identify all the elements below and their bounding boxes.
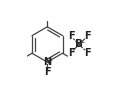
Text: +: + (46, 58, 52, 64)
Text: F: F (68, 31, 74, 41)
Text: F: F (84, 48, 91, 58)
Text: N: N (43, 57, 51, 67)
Text: F: F (68, 48, 74, 58)
Text: −: − (80, 39, 85, 44)
Text: F: F (44, 67, 51, 77)
Text: B: B (75, 39, 83, 49)
Text: F: F (84, 31, 91, 41)
